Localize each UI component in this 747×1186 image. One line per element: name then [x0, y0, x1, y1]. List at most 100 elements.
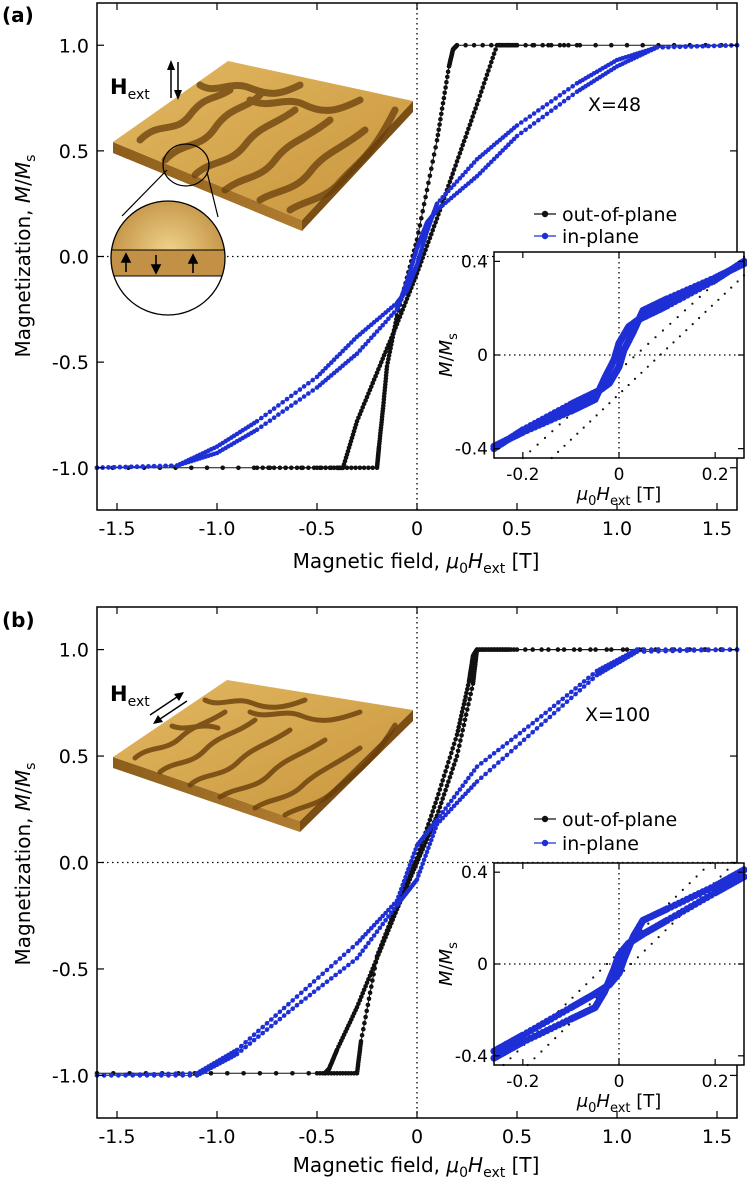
- data-point: [430, 809, 436, 814]
- data-point: [423, 247, 428, 253]
- data-point: [674, 895, 678, 898]
- data-point: [471, 160, 477, 165]
- data-point: [444, 764, 450, 769]
- data-point: [513, 734, 518, 739]
- legend-in-plane: in-plane: [534, 833, 639, 855]
- data-point: [334, 354, 340, 360]
- data-point: [433, 145, 438, 150]
- data-point: [527, 114, 533, 119]
- data-point: [350, 944, 356, 950]
- data-point: [500, 756, 506, 762]
- data-point: [303, 986, 308, 992]
- data-point: [641, 649, 647, 654]
- data-point: [429, 166, 434, 171]
- data-point: [491, 156, 497, 162]
- data-point: [406, 866, 411, 872]
- data-point: [363, 341, 368, 347]
- data-point: [509, 139, 514, 145]
- inset-y-tick-label: 0: [477, 346, 488, 366]
- data-point: [544, 102, 550, 107]
- data-point: [683, 44, 688, 49]
- data-point: [337, 969, 343, 974]
- y-tick-label: 0.5: [59, 141, 89, 163]
- data-point: [310, 377, 316, 383]
- data-point: [404, 296, 410, 302]
- data-point: [299, 465, 304, 471]
- data-point: [391, 327, 397, 333]
- data-point: [659, 353, 662, 356]
- inset-x-tick-label: -0.2: [506, 465, 539, 485]
- data-point: [564, 1003, 567, 1006]
- data-point: [531, 121, 537, 126]
- data-point: [377, 946, 383, 952]
- data-point: [391, 906, 397, 912]
- data-point: [581, 679, 587, 684]
- data-point: [477, 93, 483, 99]
- data-point: [293, 400, 298, 405]
- data-point: [377, 326, 383, 331]
- legend-in-plane: in-plane: [534, 226, 639, 248]
- data-point: [569, 695, 574, 701]
- data-point: [401, 878, 407, 884]
- data-point: [723, 292, 726, 295]
- arrow-down-left-icon: [156, 700, 188, 722]
- data-point: [364, 394, 370, 400]
- data-point: [280, 409, 286, 414]
- data-point: [442, 90, 448, 96]
- data-point: [256, 1028, 261, 1034]
- data-point: [727, 647, 733, 652]
- data-point: [640, 371, 643, 374]
- data-point: [627, 383, 630, 387]
- data-point: [383, 918, 388, 923]
- data-point: [380, 356, 386, 362]
- y-tick-label: 0.0: [59, 247, 89, 269]
- data-point: [284, 396, 290, 402]
- zoom-source-circle: [162, 143, 210, 187]
- data-point: [691, 323, 694, 326]
- inset-x-tick-label: 0.2: [702, 1072, 729, 1092]
- data-point: [443, 806, 448, 811]
- data-point: [620, 647, 626, 652]
- data-point: [364, 980, 370, 986]
- data-point: [363, 1014, 368, 1020]
- data-point: [441, 792, 447, 797]
- data-point: [462, 698, 468, 703]
- data-point: [394, 317, 399, 322]
- data-point: [454, 791, 460, 796]
- data-point: [449, 770, 454, 776]
- data-point: [585, 983, 588, 986]
- series-in-plane: [94, 42, 740, 471]
- data-point: [551, 710, 557, 716]
- data-point: [561, 1030, 564, 1033]
- data-point: [449, 798, 454, 804]
- data-point: [374, 919, 380, 925]
- data-point: [503, 145, 508, 150]
- data-point: [286, 1001, 291, 1007]
- data-point: [320, 982, 326, 988]
- data-point: [483, 76, 488, 82]
- data-point: [717, 43, 723, 48]
- data-point: [443, 191, 448, 197]
- data-point: [426, 180, 431, 186]
- data-point: [441, 95, 447, 101]
- data-point: [458, 717, 463, 722]
- data-point: [484, 72, 490, 78]
- data-point: [456, 724, 462, 730]
- data-point: [551, 703, 557, 709]
- data-point: [685, 329, 688, 332]
- data-point: [437, 198, 443, 203]
- data-point: [434, 821, 440, 827]
- data-point: [354, 1005, 360, 1010]
- data-point: [247, 1036, 253, 1041]
- data-point: [513, 745, 518, 750]
- data-point: [469, 118, 474, 123]
- data-point: [290, 998, 296, 1003]
- data-point: [361, 465, 367, 471]
- data-point: [329, 963, 334, 969]
- data-point: [536, 443, 539, 446]
- data-point: [169, 463, 174, 469]
- data-point: [380, 939, 386, 944]
- data-point: [369, 984, 374, 989]
- data-point: [566, 416, 569, 419]
- data-point: [236, 465, 241, 471]
